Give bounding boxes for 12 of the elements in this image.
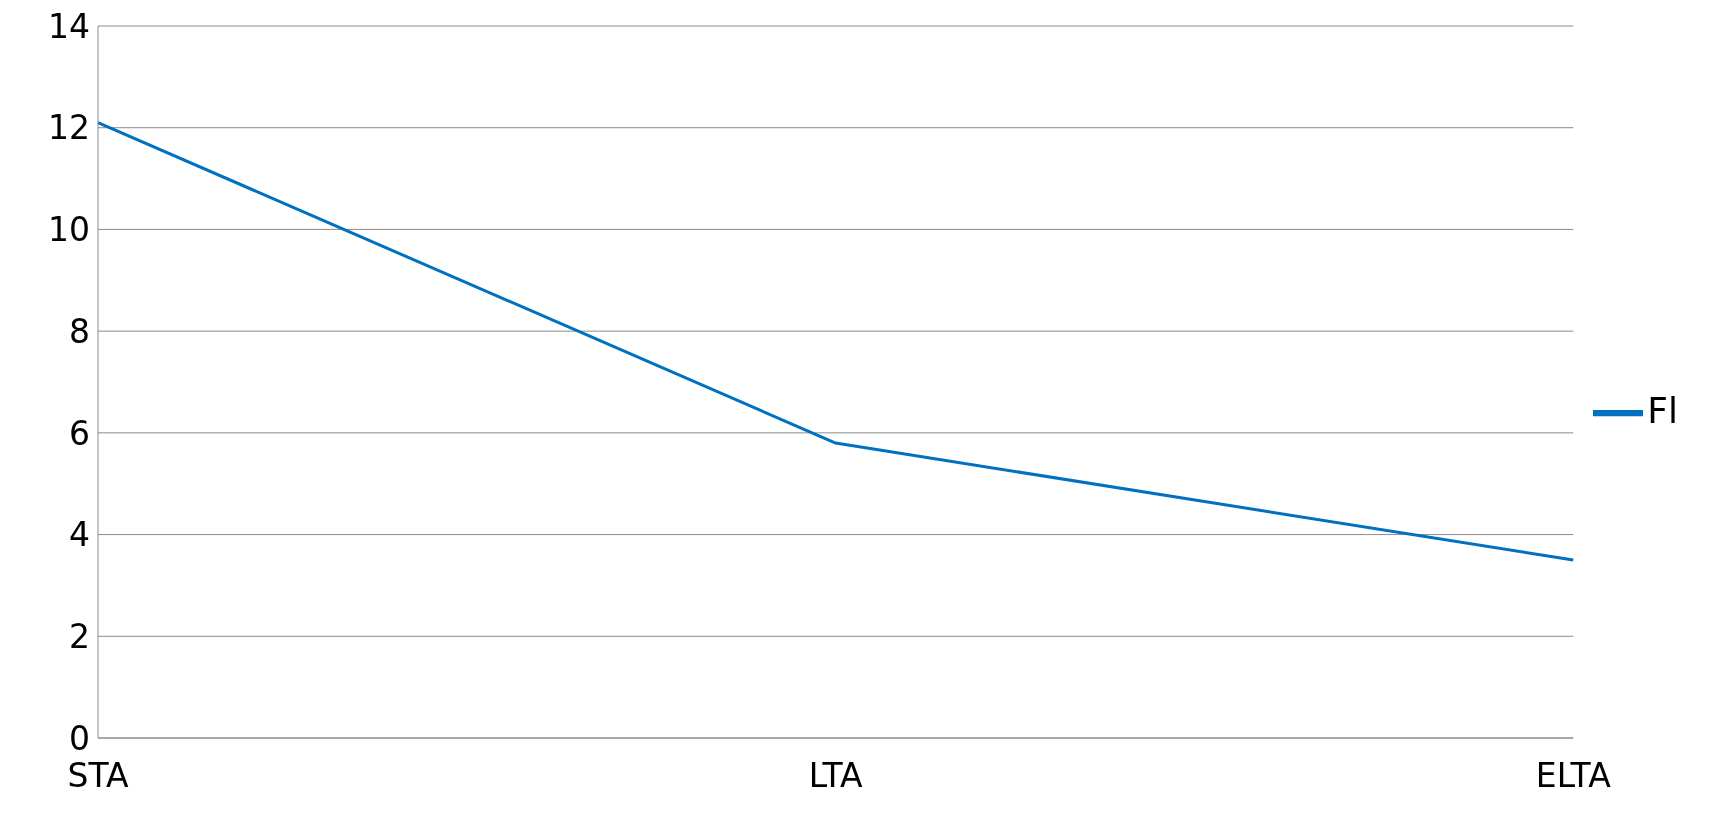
y-tick-label: 8 — [69, 311, 90, 351]
y-tick-label: 4 — [69, 515, 90, 555]
y-tick-label: 0 — [69, 718, 90, 758]
y-tick-label: 10 — [48, 210, 90, 250]
legend-label: Fl — [1647, 390, 1678, 431]
y-tick-label: 14 — [48, 6, 90, 46]
y-tick-label: 6 — [69, 413, 90, 453]
x-tick-label: STA — [67, 756, 129, 796]
x-tick-label: LTA — [808, 756, 864, 796]
y-tick-label: 2 — [69, 617, 90, 656]
y-tick-label: 12 — [48, 108, 90, 148]
x-tick-label: ELTA — [1535, 756, 1612, 796]
